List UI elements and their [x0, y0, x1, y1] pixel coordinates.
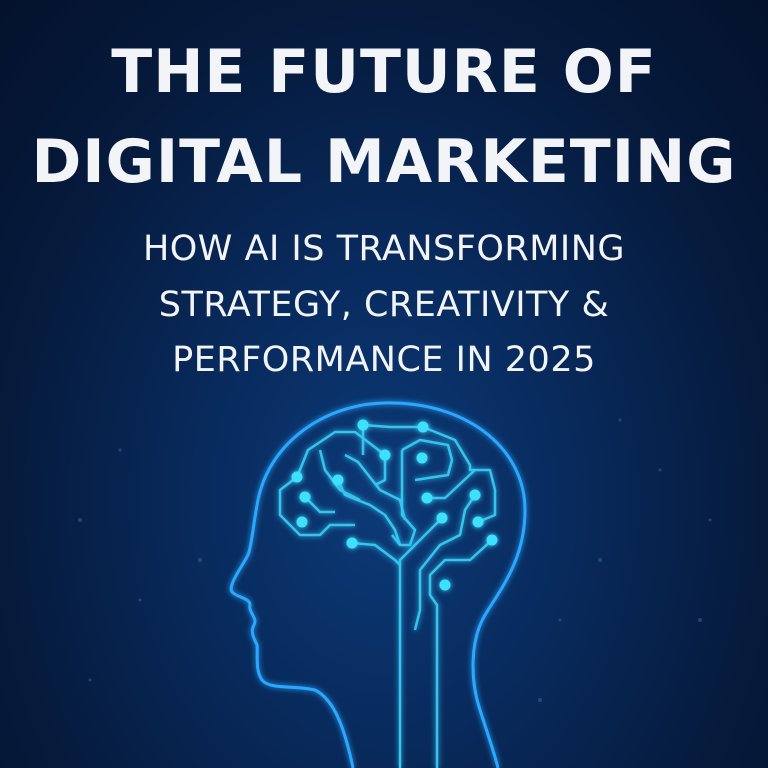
particles — [78, 418, 712, 702]
head-outline — [229, 401, 527, 768]
brain-circuit — [278, 423, 497, 768]
circuit-nodes — [291, 419, 498, 591]
subtitle-line-2: STRATEGY, CREATIVITY & — [158, 285, 610, 325]
title-line-2: DIGITAL MARKETING — [31, 127, 737, 197]
title-line-1: THE FUTURE OF — [111, 37, 657, 107]
subtitle-line-3: PERFORMANCE IN 2025 — [172, 340, 596, 380]
subtitle-line-1: HOW AI IS TRANSFORMING — [142, 229, 626, 269]
